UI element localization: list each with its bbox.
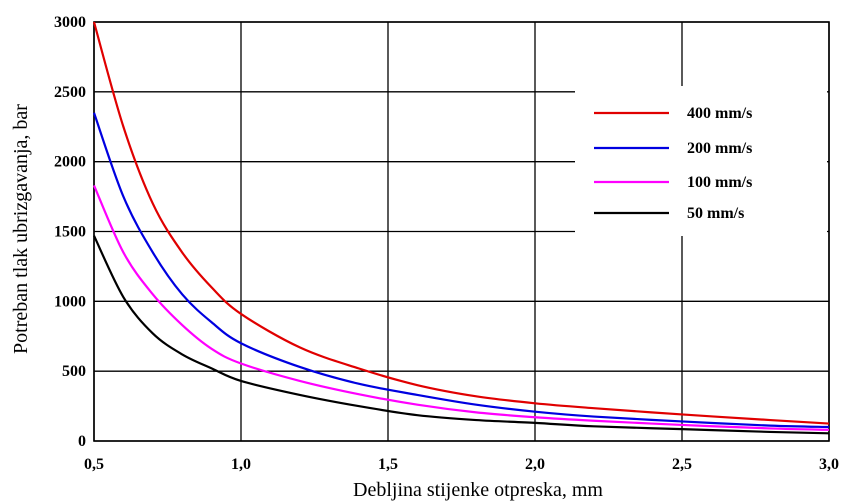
y-axis-title: Potreban tlak ubrizgavanja, bar	[10, 104, 32, 354]
y-tick-label: 500	[62, 363, 86, 380]
series-lines	[92, 21, 830, 435]
legend-label: 200 mm/s	[687, 140, 752, 157]
x-tick-label: 1,0	[231, 456, 251, 473]
series-line-3	[93, 235, 830, 435]
grid	[93, 21, 830, 442]
y-tick-label: 0	[78, 433, 86, 450]
tick-labels: 0,5 1,0 1,5 2,0 2,5 3,0 0 500 1000 1500 2000 2500 30…	[54, 14, 839, 473]
legend-box	[575, 86, 827, 236]
legend-label: 50 mm/s	[687, 205, 744, 222]
y-tick-label: 1000	[54, 293, 86, 310]
y-tick-label: 3000	[54, 14, 86, 31]
series-line-2	[92, 184, 830, 431]
x-axis-title: Debljina stijenke otpreska, mm	[353, 479, 603, 501]
y-tick-label: 2500	[54, 84, 86, 101]
legend-label: 100 mm/s	[687, 174, 752, 191]
y-tick-label: 2000	[54, 154, 86, 171]
legend: 400 mm/s 200 mm/s 100 mm/s 50 mm/s	[594, 105, 752, 222]
x-tick-label: 3,0	[819, 456, 839, 473]
x-tick-label: 2,0	[525, 456, 545, 473]
x-tick-label: 1,5	[378, 456, 398, 473]
legend-label: 400 mm/s	[687, 105, 752, 122]
x-tick-label: 0,5	[84, 456, 104, 473]
y-tick-label: 1500	[54, 224, 86, 241]
x-tick-label: 2,5	[672, 456, 692, 473]
series-line-0	[92, 21, 830, 425]
plot-frame	[93, 21, 830, 442]
series-line-1	[92, 112, 830, 429]
